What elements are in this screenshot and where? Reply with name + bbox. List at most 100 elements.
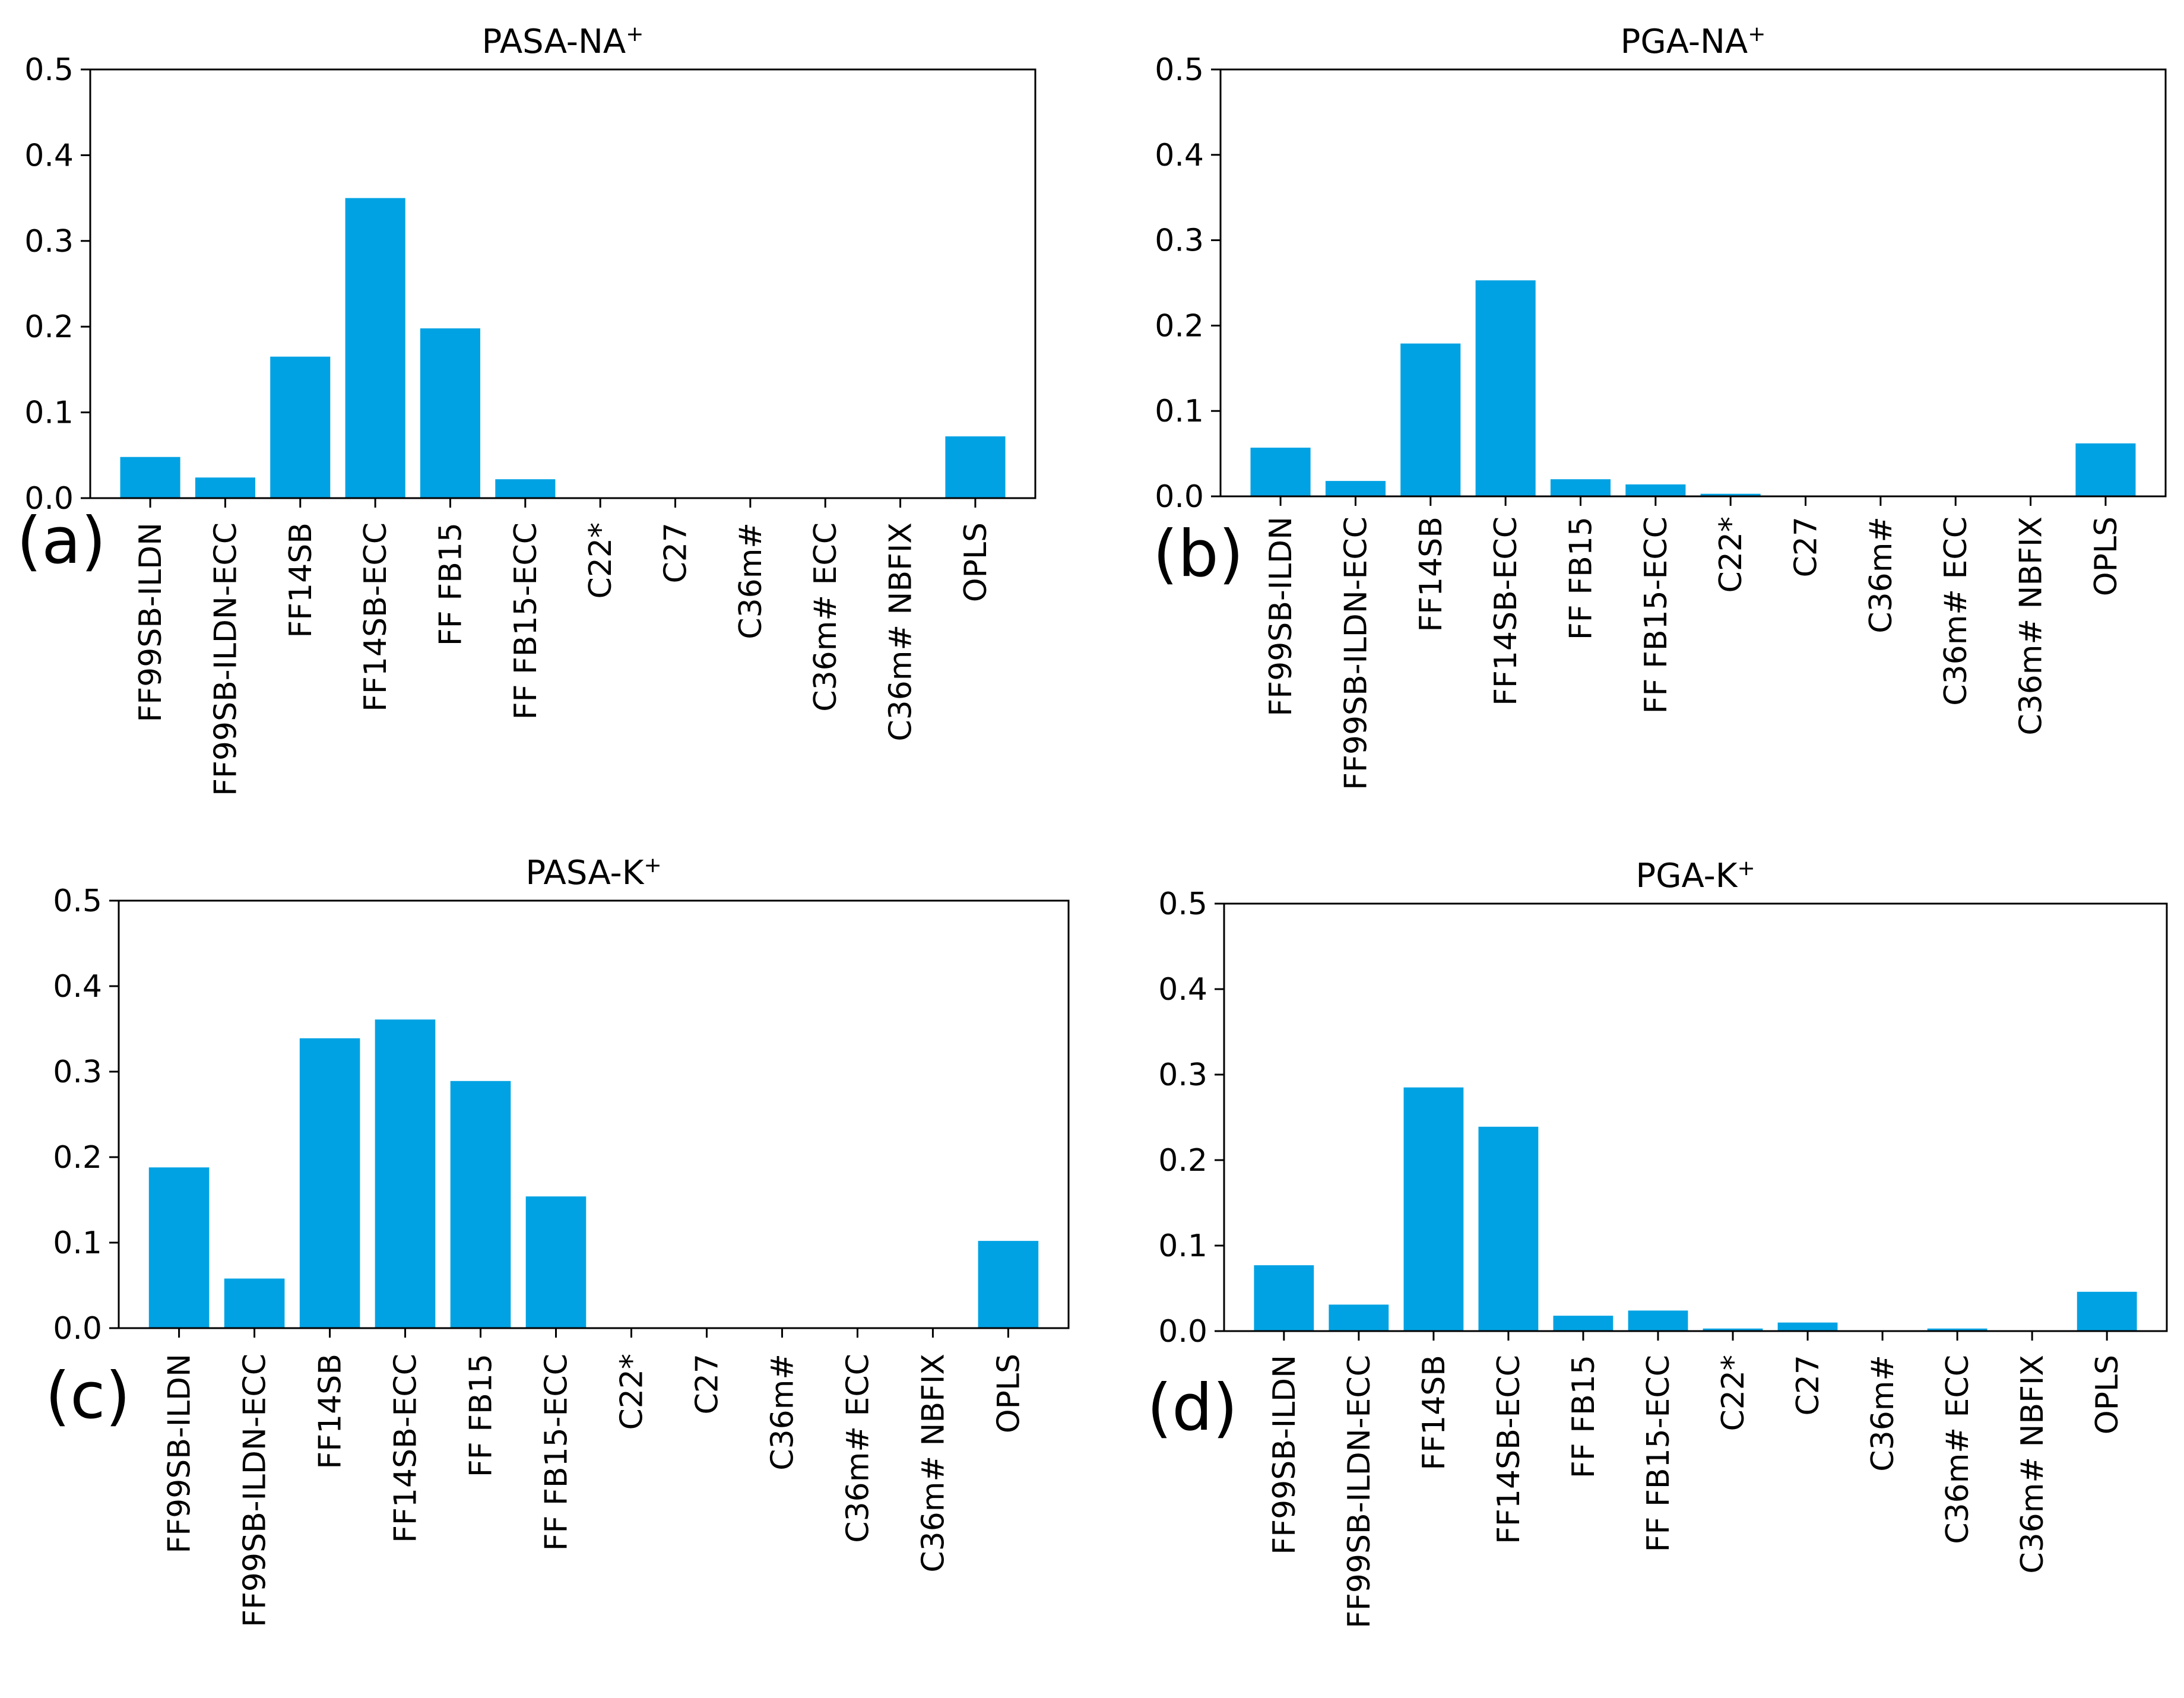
x-tick-label-d-1: FF99SB-ILDN — [1267, 1355, 1302, 1555]
panel-c: 0.0 0.1 0.2 0.3 0.4 0.5 FF99SB-ILDN FF99SB-ILDN… — [45, 853, 1070, 1627]
bar-d-1 — [1254, 1265, 1314, 1331]
bar-d-6 — [1628, 1310, 1688, 1331]
x-tick-label-c-10: C36m# ECC — [840, 1354, 876, 1543]
axes-frame-a — [89, 68, 1036, 499]
panel-letter-d: (d) — [1147, 1371, 1238, 1445]
y-tick-label-d-1: 0.1 — [1158, 1228, 1207, 1264]
chart-title-text-d: PGA-K — [1635, 857, 1738, 895]
bar-d-8 — [1777, 1322, 1838, 1331]
y-tick-label-c-4: 0.4 — [53, 969, 102, 1005]
bar-a-12 — [945, 436, 1006, 498]
panel-d: 0.0 0.1 0.2 0.3 0.4 0.5 FF99SB-ILDN FF99SB-ILDN… — [1147, 856, 2168, 1629]
bar-c-1 — [148, 1167, 210, 1328]
chart-title-text-a: PASA-NA — [482, 23, 626, 61]
x-tick-label-c-1: FF99SB-ILDN — [162, 1354, 198, 1554]
x-tick-label-c-12: OPLS — [991, 1354, 1026, 1433]
y-tick-label-d-3: 0.3 — [1158, 1057, 1207, 1093]
y-tick-label-d-0: 0.0 — [1158, 1314, 1207, 1349]
chart-title-superscript-b: + — [1748, 22, 1765, 46]
x-tick-label-a-9: C36m# — [733, 522, 769, 639]
x-tick-label-b-12: OPLS — [2088, 517, 2124, 596]
x-tick-label-a-11: C36m# NBFIX — [883, 522, 919, 742]
x-tick-label-d-11: C36m# NBFIX — [2015, 1355, 2050, 1574]
x-tick-label-b-11: C36m# NBFIX — [2014, 517, 2049, 736]
y-tick-label-b-0: 0.0 — [1155, 479, 1204, 515]
x-tick-label-d-8: C27 — [1790, 1355, 1826, 1415]
y-tick-label-d-5: 0.5 — [1158, 886, 1207, 922]
y-tick-label-c-3: 0.3 — [53, 1054, 102, 1090]
bar-c-4 — [375, 1019, 436, 1328]
x-tick-label-a-8: C27 — [658, 522, 694, 583]
x-tick-label-a-5: FF FB15 — [433, 522, 468, 646]
x-tick-label-b-10: C36m# ECC — [1938, 517, 1974, 706]
bar-b-6 — [1625, 484, 1686, 496]
panel-b: 0.0 0.1 0.2 0.3 0.4 0.5 FF99SB-ILDN FF99SB-ILDN… — [1153, 22, 2167, 790]
bar-d-2 — [1329, 1304, 1389, 1331]
bar-c-2 — [224, 1278, 285, 1328]
y-tick-label-c-0: 0.0 — [53, 1311, 102, 1347]
x-tick-label-a-2: FF99SB-ILDN-ECC — [208, 522, 243, 796]
x-tick-label-d-6: FF FB15-ECC — [1641, 1355, 1676, 1552]
bar-a-2 — [195, 477, 255, 498]
x-tick-label-b-7: C22* — [1713, 517, 1749, 593]
x-tick-label-c-4: FF14SB-ECC — [388, 1354, 424, 1543]
x-tick-label-c-11: C36m# NBFIX — [915, 1354, 951, 1573]
y-tick-label-c-2: 0.2 — [53, 1140, 102, 1176]
y-tick-label-a-3: 0.3 — [24, 224, 74, 259]
x-tick-label-a-7: C22* — [583, 522, 619, 598]
y-tick-label-d-2: 0.2 — [1158, 1143, 1207, 1179]
bar-b-5 — [1550, 479, 1611, 496]
x-tick-label-b-6: FF FB15-ECC — [1638, 517, 1674, 714]
bar-d-10 — [1927, 1328, 1988, 1331]
chart-title-b: PGA-NA+ — [1621, 22, 1766, 62]
bar-b-1 — [1250, 448, 1311, 496]
x-tick-label-c-8: C27 — [689, 1354, 725, 1414]
x-tick-label-d-5: FF FB15 — [1566, 1355, 1602, 1478]
chart-title-d: PGA-K+ — [1635, 856, 1755, 896]
x-tick-label-b-1: FF99SB-ILDN — [1263, 517, 1299, 717]
x-tick-label-b-5: FF FB15 — [1563, 517, 1599, 640]
x-tick-label-a-1: FF99SB-ILDN — [133, 522, 169, 723]
x-tick-label-c-3: FF14SB — [313, 1354, 348, 1469]
y-tick-label-a-0: 0.0 — [24, 481, 74, 517]
bar-b-3 — [1400, 343, 1461, 496]
x-tick-label-b-2: FF99SB-ILDN-ECC — [1338, 517, 1374, 790]
bar-a-6 — [495, 479, 556, 498]
bar-b-4 — [1475, 280, 1536, 496]
bar-a-1 — [120, 457, 180, 498]
bar-a-3 — [270, 356, 331, 498]
x-tick-label-a-6: FF FB15-ECC — [508, 522, 544, 720]
bar-c-3 — [299, 1038, 360, 1328]
bar-a-5 — [420, 328, 480, 498]
bar-d-7 — [1703, 1328, 1763, 1331]
y-tick-label-a-4: 0.4 — [24, 138, 74, 173]
x-tick-label-a-12: OPLS — [958, 522, 994, 602]
bar-b-2 — [1325, 481, 1386, 496]
bar-d-4 — [1478, 1126, 1539, 1331]
panel-letter-c: (c) — [45, 1359, 131, 1433]
bar-c-5 — [450, 1081, 511, 1328]
x-tick-label-c-9: C36m# — [765, 1354, 800, 1471]
y-tick-label-b-5: 0.5 — [1155, 52, 1204, 88]
axes-frame-d — [1223, 902, 2168, 1332]
bar-d-12 — [2077, 1291, 2137, 1331]
x-tick-label-d-3: FF14SB — [1416, 1355, 1452, 1471]
x-tick-label-c-5: FF FB15 — [464, 1354, 499, 1477]
y-tick-label-c-5: 0.5 — [53, 883, 102, 919]
x-tick-label-b-8: C27 — [1789, 517, 1824, 577]
x-tick-label-d-7: C22* — [1716, 1355, 1751, 1431]
x-tick-label-a-10: C36m# ECC — [808, 522, 844, 712]
x-tick-label-a-3: FF14SB — [283, 522, 319, 638]
x-tick-label-d-2: FF99SB-ILDN-ECC — [1342, 1355, 1377, 1629]
bar-b-7 — [1700, 493, 1761, 496]
bar-c-6 — [525, 1196, 587, 1328]
y-tick-label-b-3: 0.3 — [1155, 223, 1204, 259]
bar-c-12 — [978, 1241, 1039, 1328]
y-tick-label-b-1: 0.1 — [1155, 394, 1204, 429]
x-tick-label-b-3: FF14SB — [1413, 517, 1449, 632]
chart-title-text-b: PGA-NA — [1621, 23, 1748, 61]
y-tick-label-b-2: 0.2 — [1155, 308, 1204, 344]
y-tick-label-a-1: 0.1 — [24, 395, 74, 431]
panel-a: 0.0 0.1 0.2 0.3 0.4 0.5 FF99SB-ILDN FF99SB-ILDN… — [17, 22, 1036, 796]
